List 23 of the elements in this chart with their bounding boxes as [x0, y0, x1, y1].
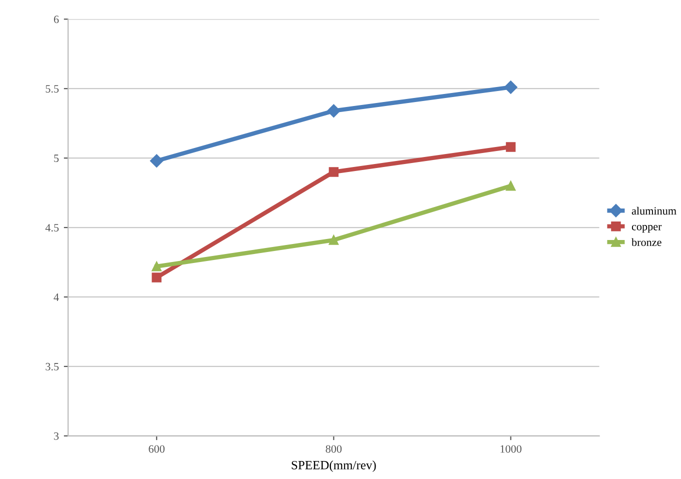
point — [327, 104, 340, 118]
x-tick-label: 800 — [326, 445, 342, 453]
y-tick-label: 3.5 — [46, 362, 59, 370]
x-axis-title: SPEED(mm/rev) — [292, 460, 376, 472]
point — [150, 154, 164, 168]
point — [328, 167, 339, 177]
y-tick-label: 5.5 — [46, 85, 59, 93]
y-tick-label: 4 — [54, 294, 59, 301]
point — [328, 235, 339, 245]
x-tick-label: 1000 — [500, 445, 522, 453]
legend-label: bronze — [632, 238, 662, 246]
y-tick-label: 6 — [54, 16, 59, 24]
legend-label: aluminum — [632, 206, 676, 215]
x-tick-label: 600 — [148, 445, 165, 453]
y-tick-label: 3 — [54, 432, 59, 440]
point — [506, 180, 516, 191]
point — [152, 272, 162, 282]
point — [506, 142, 516, 152]
y-tick-label: 4.5 — [45, 224, 59, 232]
point — [504, 80, 518, 94]
point — [152, 262, 162, 272]
y-tick-label: 5 — [54, 154, 59, 162]
legend-label: copper — [632, 224, 662, 233]
